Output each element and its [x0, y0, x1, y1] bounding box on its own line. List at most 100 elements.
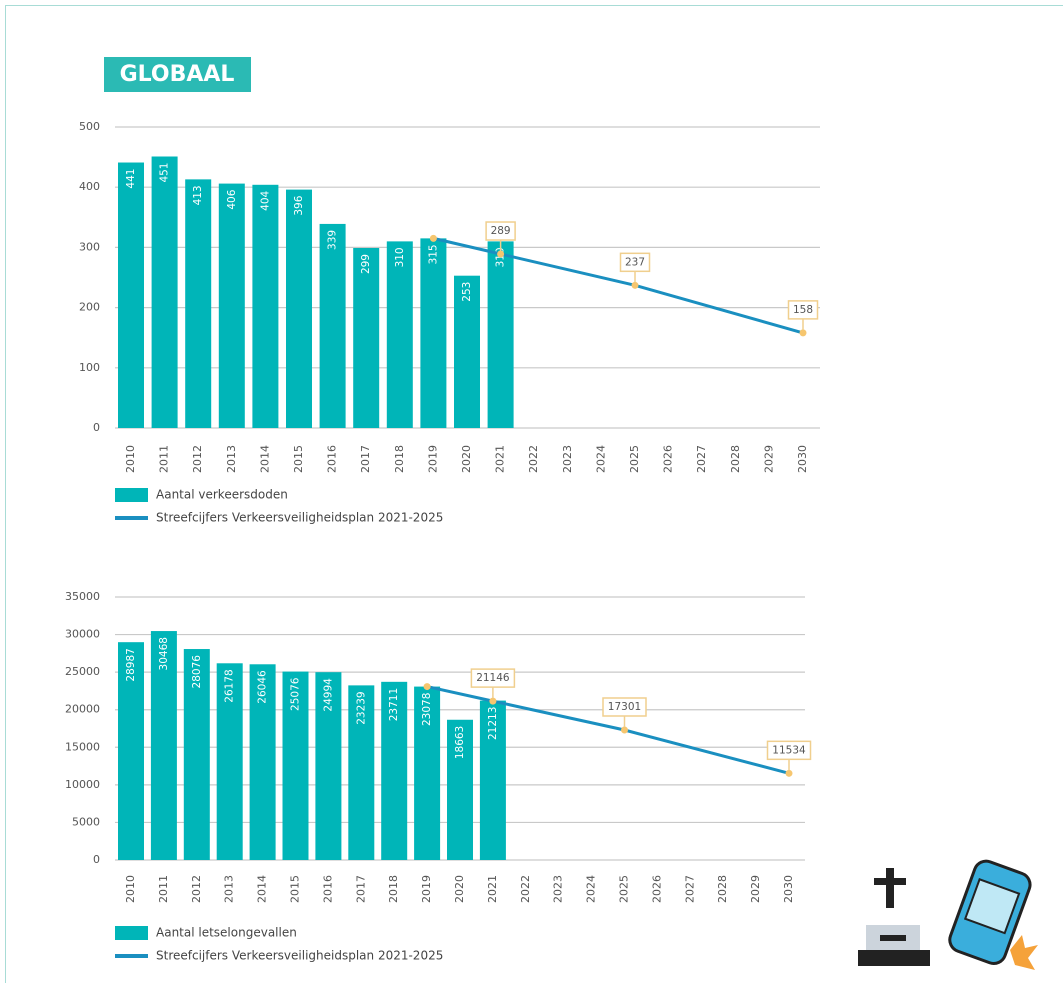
bar: [414, 686, 441, 860]
x-tick-label: 2024: [594, 445, 607, 473]
x-tick-label: 2018: [393, 445, 406, 473]
x-tick-label: 2029: [762, 445, 775, 473]
bar-value-label: 339: [327, 230, 339, 250]
y-tick-label: 10000: [65, 778, 100, 791]
page-title: GLOBAAL: [120, 62, 235, 87]
x-tick-label: 2013: [223, 875, 236, 903]
x-tick-label: 2011: [158, 445, 171, 473]
point-label: 237: [625, 256, 645, 268]
x-tick-label: 2016: [321, 875, 334, 903]
page-border: [5, 5, 1063, 983]
bar: [118, 642, 144, 860]
bar: [218, 183, 245, 428]
x-tick-label: 2014: [256, 875, 269, 903]
x-tick-label: 2026: [650, 875, 663, 903]
x-tick-label: 2014: [258, 445, 271, 473]
target-line: [426, 685, 790, 775]
bar: [420, 238, 447, 428]
x-tick-label: 2012: [191, 445, 204, 473]
point-label: 289: [491, 225, 511, 237]
target-point: [497, 250, 505, 258]
x-tick-label: 2028: [716, 875, 729, 903]
bar-value-label: 23239: [355, 691, 367, 724]
x-tick-label: 2017: [359, 445, 372, 473]
bar-value-label: 253: [461, 282, 473, 302]
bar-value-label: 406: [226, 189, 238, 209]
bar-value-label: 23711: [388, 688, 400, 721]
legend-swatch: [115, 516, 148, 520]
point-label: 11534: [772, 744, 806, 756]
x-tick-label: 2022: [519, 875, 532, 903]
x-tick-label: 2011: [157, 875, 170, 903]
bar-value-label: 23078: [421, 693, 433, 726]
y-tick-label: 300: [79, 240, 100, 253]
x-tick-label: 2020: [460, 445, 473, 473]
bar: [216, 663, 243, 860]
x-tick-label: 2016: [326, 445, 339, 473]
x-tick-label: 2013: [225, 445, 238, 473]
bar: [348, 685, 375, 860]
bar-value-label: 299: [360, 254, 372, 274]
legend-label: Aantal verkeersdoden: [156, 488, 288, 502]
y-tick-label: 400: [79, 180, 100, 193]
bar-value-label: 25076: [290, 677, 302, 711]
legend-label: Streefcijfers Verkeersveiligheidsplan 20…: [156, 949, 443, 963]
x-tick-label: 2026: [662, 445, 675, 473]
x-tick-label: 2029: [749, 875, 762, 903]
bar: [185, 179, 212, 428]
x-tick-label: 2019: [426, 445, 439, 473]
bar-value-label: 441: [125, 169, 137, 189]
bar-value-label: 413: [192, 185, 204, 205]
x-tick-label: 2021: [486, 875, 499, 903]
bar-value-label: 30468: [158, 637, 170, 670]
x-tick-label: 2019: [420, 875, 433, 903]
legend-swatch: [115, 926, 148, 940]
x-tick-label: 2021: [494, 445, 507, 473]
bar: [249, 664, 276, 860]
y-tick-label: 20000: [65, 703, 100, 716]
point-label: 158: [793, 304, 813, 316]
target-point: [631, 281, 639, 289]
bar-value-label: 21213: [487, 707, 499, 740]
bar-value-label: 28076: [191, 655, 203, 689]
x-tick-label: 2025: [618, 875, 631, 903]
bar-value-label: 451: [159, 162, 171, 182]
bar: [319, 223, 346, 428]
title-box: [104, 57, 251, 92]
legend-label: Aantal letselongevallen: [156, 926, 297, 940]
bar: [151, 156, 178, 429]
bar: [487, 241, 514, 428]
bar: [353, 248, 380, 428]
y-tick-label: 15000: [65, 740, 100, 753]
x-tick-label: 2025: [628, 445, 641, 473]
y-tick-label: 200: [79, 301, 100, 314]
bar: [118, 162, 144, 428]
x-tick-label: 2023: [561, 445, 574, 473]
y-tick-label: 5000: [72, 815, 100, 828]
bar: [454, 275, 480, 428]
bar-value-label: 26178: [224, 669, 236, 702]
bar-value-label: 310: [394, 247, 406, 267]
x-tick-label: 2030: [782, 875, 795, 903]
point-label: 17301: [608, 701, 641, 713]
bar: [386, 241, 413, 428]
target-point: [429, 234, 437, 242]
bar-value-label: 24994: [322, 678, 334, 712]
bar: [286, 189, 312, 428]
target-line: [433, 236, 804, 335]
x-tick-label: 2010: [124, 445, 137, 473]
x-tick-label: 2030: [796, 445, 809, 473]
x-tick-label: 2027: [683, 875, 696, 903]
bar-value-label: 315: [427, 244, 439, 264]
bar-value-label: 18663: [454, 726, 466, 759]
bar: [479, 700, 506, 860]
icons: [858, 859, 1038, 970]
legend-swatch: [115, 954, 148, 958]
x-tick-label: 2020: [453, 875, 466, 903]
y-tick-label: 500: [79, 120, 100, 133]
y-tick-label: 100: [79, 361, 100, 374]
y-tick-label: 0: [93, 421, 100, 434]
bar-value-label: 404: [259, 190, 271, 210]
y-tick-label: 30000: [65, 628, 100, 641]
bar-value-label: 28987: [125, 648, 137, 681]
